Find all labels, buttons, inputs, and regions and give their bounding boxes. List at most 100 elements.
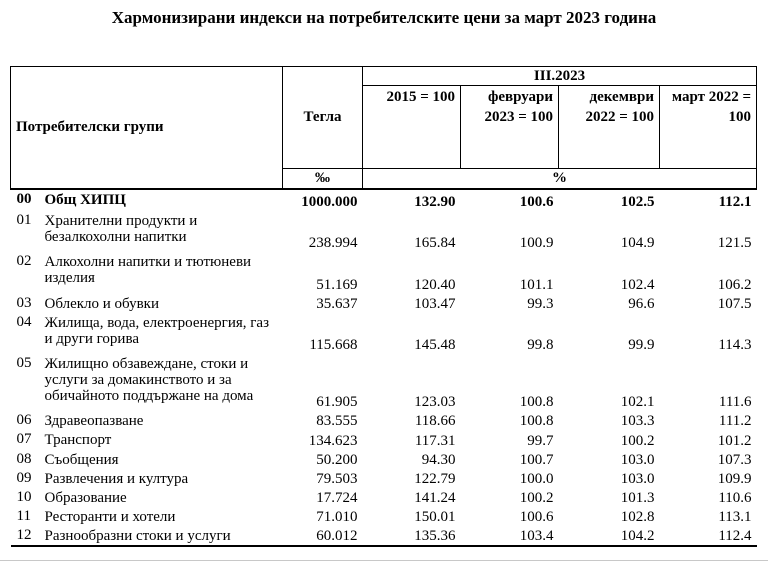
weights-unit-label: ‰ (282, 168, 364, 190)
column-header-consumer-groups: Потребителски групи (9, 66, 284, 190)
index-mar-2022-value: 110.6 (718, 490, 752, 507)
row-code: 08 (16, 450, 32, 467)
row-code: 05 (16, 355, 32, 372)
table-body: 00 Общ ХИПЦ 1000.000 132.90 100.6 102.5 112.1 0… (10, 189, 757, 547)
index-feb-2023-value: 100.0 (519, 470, 554, 487)
weight-value: 17.724 (316, 490, 358, 507)
weight-value: 115.668 (309, 337, 358, 354)
row-code: 07 (16, 431, 32, 448)
index-feb-2023-value: 99.3 (527, 295, 554, 312)
index-unit-label: % (362, 168, 758, 190)
index-mar-2022-value: 113.1 (718, 509, 752, 526)
row-label: Транспорт (44, 432, 112, 449)
table-row: 06 Здравеопазване 83.555 118.66 100.8 103.3 11… (11, 411, 757, 430)
row-code: 03 (16, 294, 32, 311)
index-dec-2022-value: 102.5 (620, 193, 655, 210)
index-dec-2022-value: 96.6 (628, 295, 655, 312)
row-label: Жилищно обзавеждане, стоки и услуги за д… (44, 356, 254, 405)
weight-value: 51.169 (316, 276, 358, 293)
table-row: 07 Транспорт 134.623 117.31 99.7 100.2 101.2 (11, 430, 757, 449)
index-feb-2023-value: 100.9 (519, 235, 554, 251)
index-feb-2023-value: 103.4 (460, 526, 559, 547)
row-label: Хранителни продукти и безалкохолни напит… (44, 212, 198, 245)
index-mar-2022-value: 109.9 (717, 470, 752, 487)
row-code: 12 (10, 526, 41, 547)
index-feb-2023-value: 100.8 (519, 394, 554, 411)
index-dec-2022-value: 102.4 (620, 276, 655, 293)
index-dec-2022-value: 103.3 (620, 413, 655, 430)
weight-value: 61.905 (316, 394, 358, 411)
weight-value: 238.994 (308, 235, 358, 251)
table-row: 12 Разнообразни стоки и услуги 60.012 135.3… (10, 526, 757, 547)
table-row: 09 Развлечения и култура 79.503 122.79 100.0… (11, 469, 757, 488)
row-code: 10 (16, 488, 32, 505)
row-label: Алкохолни напитки и тютюневи изделия (44, 254, 252, 286)
table-header: Потребителски групи Тегла III.2023 2015 … (9, 66, 758, 190)
row-code: 11 (16, 508, 31, 525)
weight-value: 79.503 (316, 470, 358, 487)
column-header-same-month-prev-year: март 2022 = 100 (659, 85, 758, 169)
index-dec-2022-value: 104.2 (558, 526, 660, 547)
index-mar-2022-value: 112.4 (659, 526, 757, 547)
row-label: Развлечения и култура (44, 470, 189, 487)
row-code: 02 (16, 253, 32, 269)
table-row: 01 Хранителни продукти и безалкохолни нап… (11, 211, 757, 253)
column-header-dec-prev-year: декември 2022 = 100 (558, 85, 661, 169)
index-mar-2022-value: 121.5 (717, 235, 752, 251)
row-code: 00 (16, 190, 32, 207)
index-2015-value: 135.36 (362, 526, 461, 547)
index-feb-2023-value: 100.2 (519, 490, 554, 507)
index-2015-value: 120.40 (414, 276, 456, 293)
table-row: 04 Жилища, вода, електроенергия, газ и др… (11, 313, 757, 355)
index-2015-value: 122.79 (414, 470, 456, 487)
column-header-period: III.2023 (362, 66, 758, 86)
weight-value: 134.623 (308, 432, 358, 449)
row-label: Жилища, вода, електроенергия, газ и друг… (44, 314, 270, 347)
table-row: 00 Общ ХИПЦ 1000.000 132.90 100.6 102.5 112.1 (11, 189, 757, 211)
index-mar-2022-value: 114.3 (718, 337, 752, 354)
weight-value: 83.555 (316, 413, 358, 430)
row-code: 01 (16, 211, 32, 228)
weight-value: 50.200 (316, 451, 358, 468)
index-2015-value: 165.84 (414, 235, 456, 251)
row-code: 06 (16, 412, 32, 429)
index-feb-2023-value: 100.6 (519, 193, 554, 210)
index-feb-2023-value: 101.1 (519, 276, 554, 293)
row-label: Разнообразни стоки и услуги (40, 526, 283, 547)
index-mar-2022-value: 111.6 (718, 394, 752, 411)
weight-value: 1000.000 (301, 193, 358, 210)
table-row: 10 Образование 17.724 141.24 100.2 101.3 110.6 (11, 488, 757, 507)
bottom-divider (0, 560, 768, 561)
row-label: Общ ХИПЦ (44, 191, 126, 208)
index-mar-2022-value: 111.2 (718, 413, 752, 430)
index-mar-2022-value: 101.2 (717, 432, 752, 449)
table-row: 03 Облекло и обувки 35.637 103.47 99.3 96.6 10… (11, 294, 757, 313)
index-mar-2022-value: 106.2 (717, 276, 752, 293)
index-mar-2022-value: 107.3 (717, 451, 752, 468)
index-dec-2022-value: 99.9 (628, 337, 655, 354)
index-mar-2022-value: 112.1 (718, 193, 752, 210)
row-label: Облекло и обувки (44, 295, 160, 312)
weight-value: 60.012 (282, 526, 363, 547)
index-2015-value: 145.48 (414, 337, 456, 354)
column-header-prev-month: февруари 2023 = 100 (460, 85, 560, 169)
index-2015-value: 132.90 (414, 193, 456, 210)
row-code: 09 (16, 469, 32, 486)
index-mar-2022-value: 107.5 (717, 295, 752, 312)
weight-value: 35.637 (316, 295, 358, 312)
index-feb-2023-value: 99.8 (527, 337, 554, 354)
index-dec-2022-value: 103.0 (620, 470, 655, 487)
table-row: 02 Алкохолни напитки и тютюневи изделия 51… (11, 252, 757, 294)
index-2015-value: 123.03 (414, 394, 456, 411)
index-2015-value: 103.47 (414, 295, 456, 312)
table-row: 08 Съобщения 50.200 94.30 100.7 103.0 107.3 (11, 450, 757, 469)
index-2015-value: 117.31 (414, 432, 456, 449)
index-dec-2022-value: 102.1 (620, 394, 655, 411)
page-title: Хармонизирани индекси на потребителските… (111, 8, 657, 27)
index-feb-2023-value: 100.6 (519, 509, 554, 526)
column-header-base-2015: 2015 = 100 (362, 85, 462, 169)
index-2015-value: 150.01 (414, 509, 456, 526)
table-row: 05 Жилищно обзавеждане, стоки и услуги за… (11, 354, 757, 411)
index-dec-2022-value: 102.8 (620, 509, 655, 526)
table-row: 11 Ресторанти и хотели 71.010 150.01 100.6 10… (11, 507, 757, 526)
